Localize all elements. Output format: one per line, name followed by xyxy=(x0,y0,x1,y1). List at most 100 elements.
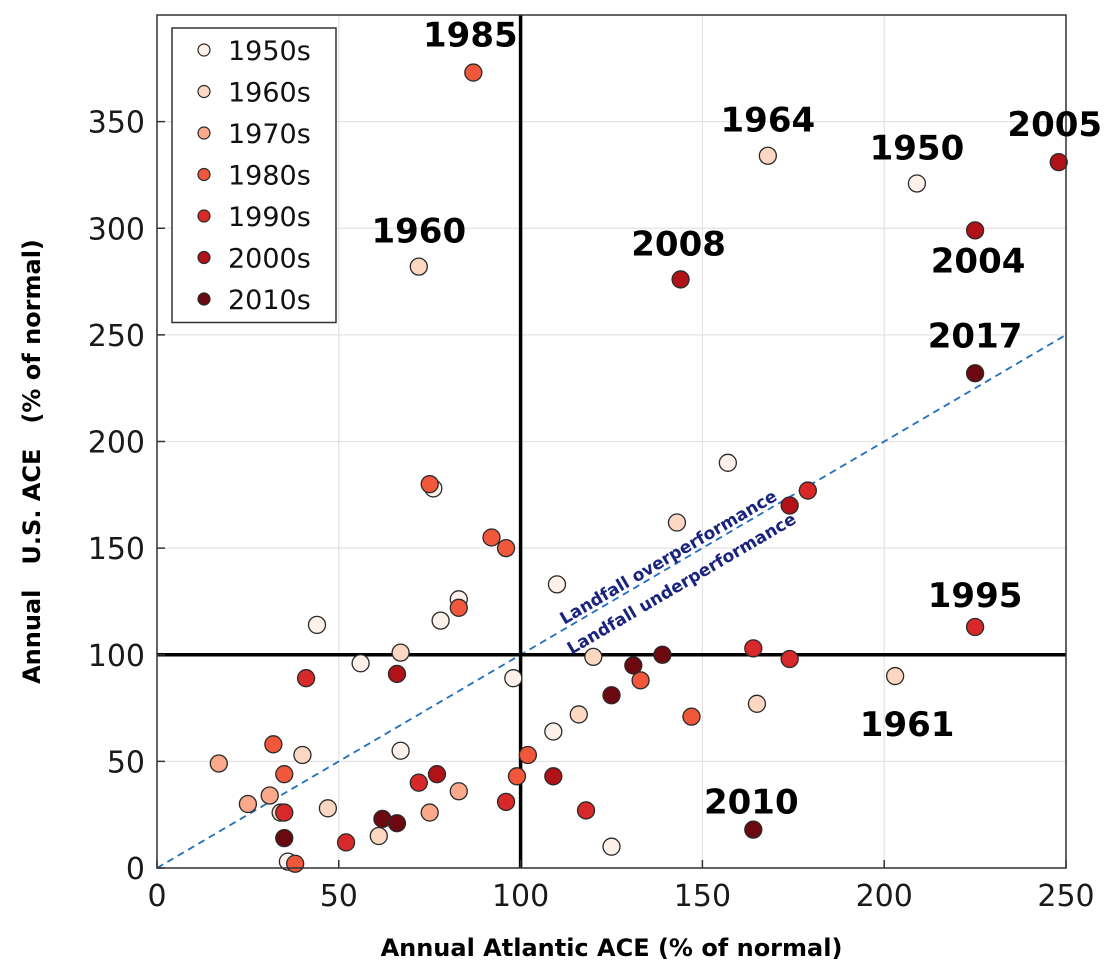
year-label-2004: 2004 xyxy=(931,241,1026,281)
data-point-1990s xyxy=(409,773,428,792)
legend-label-2010s: 2010s xyxy=(228,285,311,316)
legend-marker-1990s xyxy=(197,209,211,223)
one-to-one-line xyxy=(156,334,1067,869)
data-point-2000s xyxy=(427,765,447,784)
x-tick-label: 50 xyxy=(320,879,358,914)
legend-marker-1950s xyxy=(197,43,211,57)
x-tick-label: 0 xyxy=(147,879,166,914)
data-point-1960s xyxy=(758,146,777,165)
legend: 1950s 1960s 1970s 1980s 1990s 2000s 2010s xyxy=(171,27,337,324)
data-point-1980s xyxy=(264,735,283,754)
data-point-1960s xyxy=(569,705,588,724)
data-point-1970s xyxy=(209,754,228,773)
data-point-1990s xyxy=(798,481,817,500)
data-point-1960s xyxy=(369,826,388,846)
data-point-1960s xyxy=(318,799,338,818)
data-point-2000s xyxy=(780,496,799,515)
y-tick-label: 350 xyxy=(88,106,145,141)
data-point-2010s xyxy=(275,828,294,848)
data-point-1960s xyxy=(293,745,312,765)
data-point-1960s xyxy=(885,666,905,686)
data-point-2000s xyxy=(544,767,563,786)
data-point-2010s xyxy=(602,686,621,705)
tick-labels: 0 50 100 150 200 250 0 50 100 150 200 250 300 350 xyxy=(88,106,1095,914)
data-point-1960s xyxy=(667,513,687,532)
overperformance-label: Landfall overperformance xyxy=(557,486,781,629)
x-tick-label: 200 xyxy=(856,879,913,914)
data-point-1990s xyxy=(296,669,316,688)
data-point-1980s xyxy=(420,474,439,494)
data-point-1950s xyxy=(907,174,927,193)
data-point-1950s xyxy=(351,654,370,673)
legend-label-1990s: 1990s xyxy=(228,202,311,233)
data-point-2000s xyxy=(1049,152,1068,172)
data-point-1950s xyxy=(718,453,738,472)
year-label-1964: 1964 xyxy=(721,101,816,141)
data-point-2010s xyxy=(744,820,763,839)
data-point-1950s xyxy=(431,611,450,630)
data-point-1960s xyxy=(747,694,767,713)
data-point-1990s xyxy=(744,639,763,658)
data-point-1950s xyxy=(547,575,567,594)
data-point-1960s xyxy=(409,257,428,276)
y-tick-label: 50 xyxy=(107,745,145,780)
data-point-2010s xyxy=(965,364,985,383)
data-point-2000s xyxy=(965,221,985,240)
legend-label-1970s: 1970s xyxy=(228,119,311,150)
data-point-1950s xyxy=(391,741,410,760)
data-point-1970s xyxy=(238,794,258,814)
y-tick-label: 200 xyxy=(88,426,145,461)
data-point-1980s xyxy=(275,765,294,784)
axes xyxy=(156,14,1067,869)
data-point-1950s xyxy=(307,615,327,635)
year-annotations: 1985 1960 1964 1950 2005 2008 2004 2017 1995 1961… xyxy=(371,16,1102,823)
y-tick-label: 250 xyxy=(88,319,145,354)
data-point-1980s xyxy=(496,538,516,558)
legend-label-1960s: 1960s xyxy=(228,78,311,109)
data-point-2000s xyxy=(671,270,690,289)
data-point-1960s xyxy=(584,647,603,667)
y-tick-label: 300 xyxy=(88,212,145,247)
diagonal-layer xyxy=(156,334,1067,869)
data-point-2010s xyxy=(387,814,407,833)
year-label-1995: 1995 xyxy=(928,576,1023,616)
data-point-1990s xyxy=(496,792,516,812)
data-point-1990s xyxy=(780,649,799,669)
data-point-1980s xyxy=(482,528,501,547)
data-point-1980s xyxy=(286,854,305,873)
underperformance-label: Landfall underperformance xyxy=(564,509,800,659)
data-point-1980s xyxy=(507,767,527,786)
year-label-2010: 2010 xyxy=(704,783,799,823)
x-axis-label: Annual Atlantic ACE (% of normal) xyxy=(381,934,843,962)
legend-marker-1980s xyxy=(197,167,211,182)
data-point-1980s xyxy=(464,63,483,82)
year-label-1960: 1960 xyxy=(371,212,466,252)
y-tick-label: 100 xyxy=(88,639,145,674)
legend-marker-2000s xyxy=(197,250,211,265)
data-point-1990s xyxy=(275,803,294,822)
y-tick-label: 150 xyxy=(88,532,145,567)
data-point-1970s xyxy=(260,786,279,805)
data-point-1980s xyxy=(449,598,468,617)
data-point-1950s xyxy=(602,837,621,856)
data-point-1990s xyxy=(965,617,985,637)
data-point-1980s xyxy=(631,671,650,690)
data-point-1970s xyxy=(449,782,468,801)
legend-marker-2010s xyxy=(197,292,211,306)
data-point-2010s xyxy=(653,645,672,664)
year-label-2005: 2005 xyxy=(1007,105,1102,145)
y-axis-label: Annual U.S. ACE (% of normal) xyxy=(18,239,46,684)
data-point-1980s xyxy=(518,745,538,765)
legend-label-1950s: 1950s xyxy=(228,36,311,67)
x-tick-label: 250 xyxy=(1037,879,1094,914)
reference-lines xyxy=(157,15,1066,868)
x-tick-label: 100 xyxy=(492,879,549,914)
year-label-1961: 1961 xyxy=(860,705,955,745)
y-tick-label: 0 xyxy=(126,852,145,887)
x-tick-label: 150 xyxy=(674,879,731,914)
year-label-1985: 1985 xyxy=(423,16,518,56)
data-point-1950s xyxy=(544,722,563,741)
legend-marker-1960s xyxy=(197,84,211,99)
year-label-1950: 1950 xyxy=(870,128,965,168)
